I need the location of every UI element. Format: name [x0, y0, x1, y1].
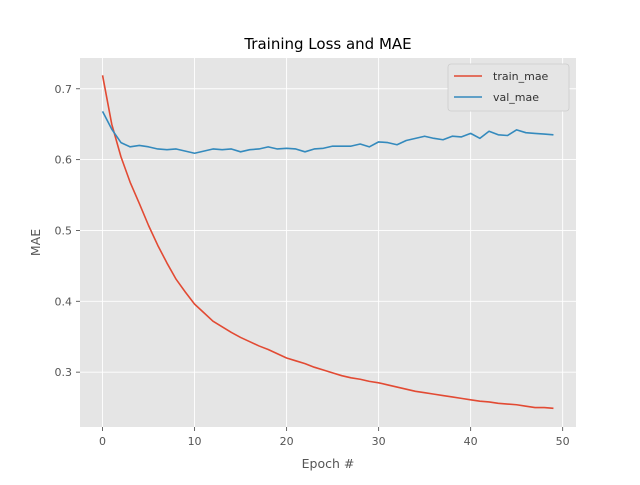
y-tick-label: 0.4 [55, 295, 73, 308]
x-tick-label: 20 [280, 435, 294, 448]
axis-ticks: 0 10 20 30 40 50 0.3 0.4 0.5 0.6 0.7 [55, 83, 570, 448]
x-tick-label: 30 [372, 435, 386, 448]
y-tick-label: 0.3 [55, 366, 73, 379]
y-tick-label: 0.5 [55, 224, 73, 237]
y-axis-label: MAE [28, 229, 43, 256]
y-tick-label: 0.6 [55, 154, 73, 167]
legend-entry: train_mae [493, 70, 549, 83]
x-tick-label: 10 [188, 435, 202, 448]
series-line-train_mae [101, 75, 554, 410]
series-line-val_mae [101, 111, 554, 155]
legend-entry: val_mae [493, 91, 539, 104]
legend: train_mae val_mae [447, 63, 570, 112]
y-tick-label: 0.7 [55, 83, 73, 96]
series-lines [101, 75, 554, 410]
x-tick-label: 0 [99, 435, 106, 448]
x-tick-label: 50 [556, 435, 570, 448]
x-axis-label: Epoch # [302, 456, 355, 471]
x-tick-label: 40 [464, 435, 478, 448]
chart-title: Training Loss and MAE [243, 35, 411, 53]
plot-area [80, 58, 576, 427]
